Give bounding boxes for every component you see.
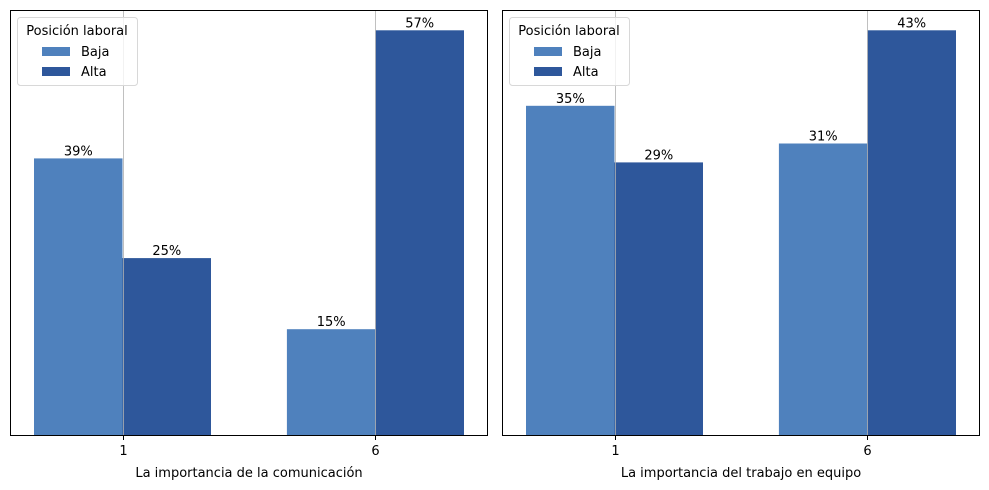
bar-alta-1 xyxy=(122,258,211,436)
data-label: 35% xyxy=(556,92,585,107)
legend-title: Posición laboral xyxy=(26,24,128,39)
axes-frame xyxy=(10,10,488,436)
legend-swatch-alta xyxy=(42,67,70,76)
x-tick-label: 1 xyxy=(611,444,619,459)
chart-panel-2: 35% 31% 29% 43% 1 6La importancia del trabajo… xyxy=(502,10,980,481)
data-label: 15% xyxy=(317,315,346,330)
x-axis-label: La importancia del trabajo en equipo xyxy=(621,466,861,481)
bar-baja-6 xyxy=(286,329,376,436)
data-label: 29% xyxy=(644,148,673,163)
bar-baja-6 xyxy=(778,143,868,436)
legend-swatch-baja xyxy=(42,47,70,56)
x-tick-label: 6 xyxy=(371,444,379,459)
legend-label-alta: Alta xyxy=(573,65,599,80)
data-label: 39% xyxy=(64,144,93,159)
bar-alta-6 xyxy=(375,30,464,437)
x-tick-label: 6 xyxy=(863,444,871,459)
legend-label-baja: Baja xyxy=(573,45,601,60)
legend-swatch-baja xyxy=(534,47,562,56)
legend-title: Posición laboral xyxy=(518,24,620,39)
x-tick-label: 1 xyxy=(119,444,127,459)
legend: Posición laboral Baja Alta xyxy=(17,17,138,86)
chart-panel-1: 39% 15% 25% 57% 1 6 La importancia de la comun… xyxy=(10,10,488,481)
x-axis-label: La importancia de la comunicación xyxy=(135,466,362,481)
data-label: 57% xyxy=(405,16,434,31)
legend-swatch-alta xyxy=(534,67,562,76)
data-label: 25% xyxy=(152,244,181,259)
bar-alta-6 xyxy=(867,30,956,437)
bar-baja-1 xyxy=(526,105,615,437)
axes-frame xyxy=(502,10,980,436)
legend: Posición laboral Baja Alta xyxy=(509,17,630,86)
data-label: 31% xyxy=(809,130,838,145)
data-label: 43% xyxy=(897,16,926,31)
legend-label-baja: Baja xyxy=(81,45,109,60)
legend-label-alta: Alta xyxy=(81,65,107,80)
bar-alta-1 xyxy=(614,162,703,436)
bar-baja-1 xyxy=(34,158,123,436)
